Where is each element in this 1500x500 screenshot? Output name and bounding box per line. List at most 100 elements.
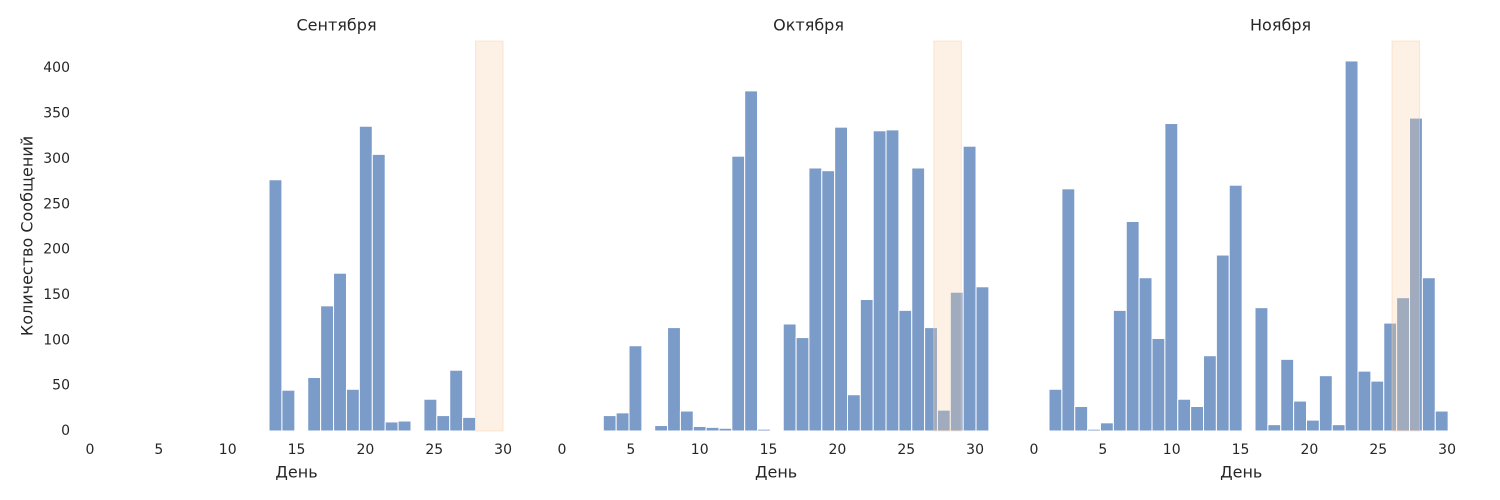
x-axis-label: День xyxy=(1220,463,1262,482)
x-tick-label: 15 xyxy=(1232,442,1250,458)
bar xyxy=(872,130,887,432)
x-tick-label: 20 xyxy=(1300,442,1318,458)
bar xyxy=(757,428,771,432)
bar xyxy=(1048,388,1063,432)
bar xyxy=(1331,424,1346,432)
bar xyxy=(834,126,848,432)
bar xyxy=(885,129,900,432)
bar xyxy=(744,90,759,432)
bar xyxy=(307,376,322,432)
bar xyxy=(384,421,399,432)
bar xyxy=(462,416,477,432)
y-tick-label: 200 xyxy=(43,242,70,258)
bar xyxy=(397,420,412,432)
bar xyxy=(333,272,347,432)
x-tick-label: 10 xyxy=(1163,442,1181,458)
bar xyxy=(1190,406,1205,432)
bar xyxy=(281,389,296,432)
bar xyxy=(1177,398,1192,432)
bar xyxy=(911,167,926,432)
bar xyxy=(795,337,810,432)
bar xyxy=(782,323,797,432)
bar xyxy=(1061,188,1076,432)
bar xyxy=(615,412,630,432)
x-tick-label: 5 xyxy=(626,442,635,458)
x-tick-label: 0 xyxy=(86,442,95,458)
y-tick-label: 300 xyxy=(43,151,70,167)
bar xyxy=(821,170,836,432)
bar xyxy=(654,425,669,432)
bar xyxy=(1164,123,1179,432)
bar xyxy=(345,388,360,432)
bar xyxy=(1151,337,1166,432)
bar xyxy=(1318,375,1333,432)
y-tick-label: 150 xyxy=(43,287,70,303)
x-axis-label: День xyxy=(275,463,317,482)
x-tick-label: 15 xyxy=(288,442,306,458)
bar xyxy=(962,145,977,432)
bar xyxy=(1306,419,1320,432)
bar xyxy=(320,305,335,432)
bar xyxy=(1112,309,1127,432)
bar xyxy=(268,179,283,432)
x-tick-label: 15 xyxy=(760,442,778,458)
bar xyxy=(1434,410,1449,432)
x-tick-label: 20 xyxy=(828,442,846,458)
bar xyxy=(1215,254,1230,432)
y-tick-label: 0 xyxy=(61,423,70,439)
y-tick-label: 50 xyxy=(52,378,70,394)
bar xyxy=(667,327,681,432)
y-axis-label: Количество Сообщений xyxy=(18,136,37,336)
bar xyxy=(602,415,617,432)
bar xyxy=(731,155,746,432)
bar xyxy=(1203,355,1217,432)
bar xyxy=(1125,220,1140,432)
bar xyxy=(436,415,451,432)
bar xyxy=(692,425,707,432)
bar xyxy=(371,153,386,432)
bar xyxy=(718,427,733,432)
bar xyxy=(846,394,861,432)
x-tick-label: 5 xyxy=(154,442,163,458)
y-tick-label: 250 xyxy=(43,196,70,212)
bar xyxy=(449,369,464,432)
bar xyxy=(1228,184,1243,432)
bar xyxy=(1293,400,1308,432)
x-tick-label: 10 xyxy=(691,442,709,458)
bar xyxy=(358,125,373,432)
x-tick-label: 30 xyxy=(494,442,512,458)
x-tick-label: 25 xyxy=(1369,442,1387,458)
x-tick-label: 25 xyxy=(425,442,443,458)
x-tick-label: 25 xyxy=(897,442,915,458)
panel-title: Октября xyxy=(773,16,844,35)
bar xyxy=(975,286,990,432)
bar xyxy=(859,298,874,432)
bar xyxy=(679,410,694,432)
highlight-band xyxy=(475,40,504,432)
bar xyxy=(1087,428,1102,432)
x-tick-label: 0 xyxy=(1030,442,1039,458)
bar xyxy=(1370,380,1385,432)
bar xyxy=(1357,370,1372,432)
bar xyxy=(423,398,438,432)
panel-title: Ноября xyxy=(1250,16,1311,35)
bar xyxy=(705,426,720,432)
bar xyxy=(808,167,823,432)
bar xyxy=(628,345,643,432)
bar xyxy=(898,309,913,432)
y-tick-label: 350 xyxy=(43,106,70,122)
x-axis-label: День xyxy=(755,463,797,482)
x-tick-label: 0 xyxy=(558,442,567,458)
highlight-band xyxy=(1391,40,1421,432)
y-tick-label: 100 xyxy=(43,332,70,348)
bar xyxy=(1421,277,1436,432)
bar xyxy=(1138,277,1153,432)
bar xyxy=(1344,60,1359,432)
panel-title: Сентября xyxy=(297,16,377,35)
bar xyxy=(1267,424,1282,432)
x-tick-label: 20 xyxy=(356,442,374,458)
x-tick-label: 10 xyxy=(219,442,237,458)
highlight-band xyxy=(933,40,962,432)
x-tick-label: 30 xyxy=(966,442,984,458)
